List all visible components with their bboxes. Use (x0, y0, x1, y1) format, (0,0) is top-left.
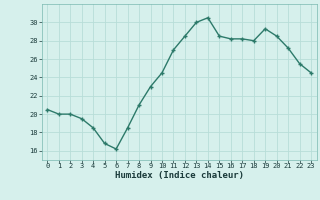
X-axis label: Humidex (Indice chaleur): Humidex (Indice chaleur) (115, 171, 244, 180)
